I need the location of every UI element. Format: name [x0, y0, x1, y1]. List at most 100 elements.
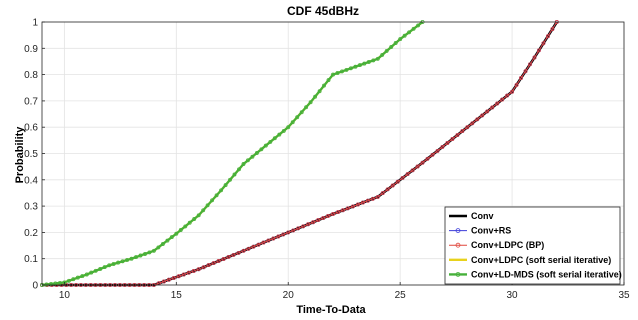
data-point — [57, 280, 62, 285]
data-point — [395, 179, 400, 184]
data-point — [223, 183, 228, 188]
data-point — [532, 55, 537, 60]
legend-box — [444, 206, 621, 285]
data-point — [120, 259, 125, 264]
data-point — [272, 136, 277, 141]
data-point — [250, 154, 255, 159]
data-point — [389, 45, 394, 49]
data-point — [151, 248, 156, 253]
data-point — [420, 160, 425, 165]
data-point — [134, 255, 138, 260]
data-point — [102, 265, 107, 270]
y-tick-label: 0 — [32, 281, 38, 292]
data-point — [371, 58, 376, 63]
data-point — [460, 129, 465, 134]
data-point — [201, 265, 206, 270]
data-point — [440, 144, 445, 149]
data-point — [169, 235, 174, 240]
data-point — [335, 71, 340, 75]
data-point — [475, 117, 480, 122]
series-line — [41, 21, 424, 287]
data-point — [192, 217, 197, 221]
data-point — [365, 198, 370, 203]
data-point — [317, 89, 322, 94]
legend-item: Conv+LDPC (BP) — [449, 240, 544, 250]
data-point — [362, 61, 367, 66]
data-point — [344, 67, 349, 72]
data-point — [541, 41, 546, 46]
x-tick-label: 35 — [618, 290, 630, 301]
legend-item: Conv+LDPC (soft serial iterative) — [449, 255, 611, 265]
data-point — [345, 206, 350, 211]
legend-marker — [455, 228, 461, 234]
data-point — [536, 48, 541, 53]
data-point — [93, 268, 98, 273]
data-point — [299, 110, 304, 115]
y-tick-label: 0.4 — [24, 175, 38, 186]
data-point — [321, 216, 326, 221]
data-point — [485, 109, 490, 114]
data-point — [340, 208, 345, 213]
legend-label: Conv+LDPC (soft serial iterative) — [471, 255, 611, 265]
data-point — [232, 172, 237, 177]
data-point — [196, 267, 201, 272]
data-point — [201, 208, 206, 213]
data-point — [161, 279, 166, 284]
data-point — [353, 64, 358, 69]
data-point — [147, 250, 152, 255]
legend-label: Conv+LD-MDS (soft serial iterative) — [471, 269, 622, 279]
data-point — [495, 101, 500, 106]
data-point — [393, 41, 398, 45]
legend-label: Conv — [471, 211, 494, 221]
data-point — [71, 277, 76, 282]
data-point — [245, 158, 250, 163]
data-point — [331, 212, 335, 216]
data-point — [236, 250, 241, 255]
legend-label: Conv+RS — [471, 226, 511, 236]
data-point — [550, 27, 555, 32]
data-point — [174, 231, 179, 236]
data-point — [306, 222, 311, 227]
data-point — [480, 113, 485, 118]
data-point — [277, 132, 282, 137]
data-point — [313, 94, 318, 99]
data-point — [450, 137, 455, 141]
data-point — [219, 188, 224, 193]
data-point — [311, 220, 316, 225]
data-point — [241, 248, 246, 253]
data-point — [390, 183, 395, 188]
data-point — [89, 270, 94, 275]
y-tick-label: 1 — [32, 18, 38, 29]
data-point — [336, 210, 340, 215]
tick-labels: 10 15 20 25 30 35 0 0.1 0.2 0.3 0.4 0.5 0.6 0.7 0.8 0.9… — [24, 18, 630, 302]
data-point — [226, 254, 231, 259]
data-point — [186, 270, 191, 275]
data-point — [259, 147, 264, 152]
data-point — [291, 228, 296, 233]
data-point — [380, 52, 385, 57]
data-point — [490, 105, 495, 110]
data-point — [380, 191, 385, 196]
y-tick-label: 0.9 — [24, 44, 38, 55]
data-point — [545, 34, 550, 39]
data-point — [375, 194, 380, 199]
data-point — [111, 262, 116, 266]
x-tick-label: 20 — [283, 290, 295, 301]
data-point — [214, 193, 219, 198]
data-point — [455, 133, 460, 138]
data-point — [281, 232, 286, 237]
data-point — [98, 267, 103, 271]
data-point — [206, 263, 211, 268]
data-point — [263, 143, 268, 148]
data-point — [316, 218, 321, 223]
legend-item: Conv+LD-MDS (soft serial iterative) — [449, 269, 622, 279]
data-point — [178, 228, 183, 232]
y-tick-label: 0.5 — [24, 149, 38, 160]
data-point — [400, 175, 405, 180]
data-point — [143, 252, 147, 256]
data-point — [326, 78, 331, 83]
data-point — [360, 200, 365, 205]
data-point — [398, 37, 403, 42]
data-point — [66, 278, 71, 283]
data-point — [348, 66, 353, 71]
